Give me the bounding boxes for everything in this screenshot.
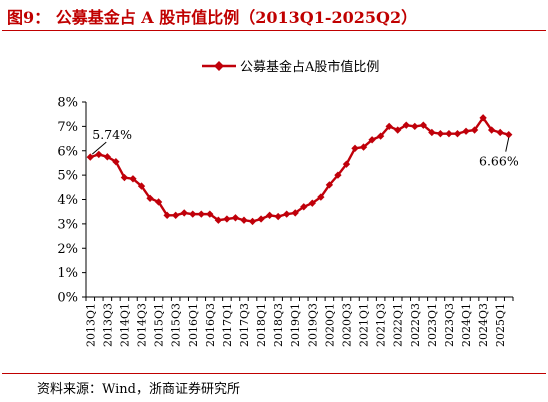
x-tick-label: 2021Q3 — [375, 303, 388, 347]
annotations: 5.74% 6.66% — [91, 127, 519, 169]
data-point — [120, 173, 129, 182]
data-point — [342, 160, 351, 168]
y-tick-label: 3% — [57, 217, 78, 232]
x-tick-label: 2018Q1 — [255, 303, 268, 347]
annotation-label: 5.74% — [92, 127, 132, 142]
data-point — [385, 122, 393, 131]
y-tick-label: 0% — [57, 291, 78, 306]
data-point — [274, 212, 282, 221]
x-tick-label: 2023Q3 — [443, 303, 456, 347]
x-tick-label: 2021Q1 — [358, 303, 371, 347]
x-tick-label: 2024Q1 — [460, 303, 473, 347]
annotation-label: 6.66% — [479, 154, 519, 169]
source-note: 资料来源：Wind，浙商证券研究所 — [37, 382, 240, 397]
data-point — [308, 199, 316, 207]
data-point — [325, 181, 334, 189]
data-point — [334, 171, 342, 179]
legend-marker — [214, 61, 224, 71]
y-tick-label: 6% — [57, 144, 78, 159]
data-point — [180, 209, 188, 217]
data-point — [411, 122, 419, 131]
x-tick-label: 2014Q3 — [136, 303, 149, 347]
x-tick-label: 2020Q1 — [323, 303, 336, 347]
data-point — [368, 136, 376, 144]
annotation-leader — [505, 137, 510, 152]
data-point — [223, 215, 231, 223]
x-tick-label: 2017Q3 — [238, 303, 251, 347]
x-axis: 2013Q1 2013Q3 2014Q1 2014Q3 2015Q1 2015Q3 2016… — [84, 296, 514, 347]
x-tick-label: 2013Q3 — [101, 303, 114, 347]
data-point — [291, 209, 299, 217]
x-tick-label: 2019Q1 — [289, 303, 302, 347]
data-point — [428, 128, 436, 137]
data-point — [436, 130, 445, 138]
data-point — [171, 211, 180, 220]
line-chart: 公募基金占A股市值比例 0%1%2%3%4%5%6%7%8% 2013Q1 201… — [57, 59, 519, 347]
x-tick-label: 2019Q3 — [306, 303, 319, 347]
annotation-leader — [91, 141, 107, 155]
data-point — [317, 193, 325, 201]
y-tick-label: 5% — [57, 169, 78, 184]
x-tick-label: 2015Q1 — [153, 303, 166, 347]
data-point — [351, 144, 359, 152]
x-tick-label: 2014Q1 — [118, 303, 131, 347]
data-point — [206, 210, 214, 218]
data-point — [189, 210, 197, 218]
data-point — [402, 121, 410, 129]
data-point — [248, 217, 257, 226]
data-point — [197, 210, 205, 218]
data-point — [453, 130, 462, 138]
data-point — [146, 194, 154, 202]
source-divider — [2, 373, 546, 374]
y-axis: 0% 1% 2% 3% 4% 5% 6% 7% 8% — [57, 96, 87, 306]
data-point — [445, 130, 453, 138]
data-point — [470, 126, 479, 134]
x-tick-label: 2016Q3 — [204, 303, 217, 347]
x-tick-label: 2022Q3 — [409, 303, 422, 347]
data-point — [394, 126, 402, 134]
series-line — [86, 114, 513, 226]
legend: 公募基金占A股市值比例 — [202, 59, 379, 75]
data-point — [129, 175, 137, 183]
x-tick-label: 2016Q1 — [187, 303, 200, 347]
y-tick-label: 1% — [57, 266, 78, 281]
data-point — [257, 215, 265, 223]
y-tick-label: 2% — [57, 242, 78, 257]
data-point — [86, 153, 94, 161]
data-point — [265, 211, 274, 220]
figure-title: 图9： 公募基金占 A 股市值比例（2013Q1-2025Q2） — [7, 8, 418, 27]
y-tick-label: 8% — [57, 96, 78, 111]
data-point — [163, 211, 171, 220]
legend-label: 公募基金占A股市值比例 — [240, 59, 379, 75]
x-tick-label: 2013Q1 — [84, 303, 97, 347]
x-tick-label: 2025Q1 — [494, 303, 507, 347]
data-point — [283, 210, 291, 218]
x-tick-label: 2023Q1 — [426, 303, 439, 347]
title-divider — [2, 30, 546, 31]
data-point — [240, 216, 248, 224]
x-tick-label: 2017Q1 — [221, 303, 234, 347]
data-point — [231, 214, 240, 222]
x-tick-label: 2024Q3 — [477, 303, 490, 347]
data-point — [376, 132, 385, 140]
x-tick-label: 2022Q1 — [392, 303, 405, 347]
data-point — [95, 150, 103, 159]
x-tick-label: 2020Q3 — [340, 303, 353, 347]
y-tick-label: 7% — [57, 120, 78, 135]
data-point — [505, 130, 513, 139]
data-point — [487, 126, 496, 134]
data-point — [462, 127, 470, 135]
data-point — [496, 128, 504, 137]
x-tick-label: 2018Q3 — [272, 303, 285, 347]
y-tick-label: 4% — [57, 193, 78, 208]
x-tick-label: 2015Q3 — [170, 303, 183, 347]
